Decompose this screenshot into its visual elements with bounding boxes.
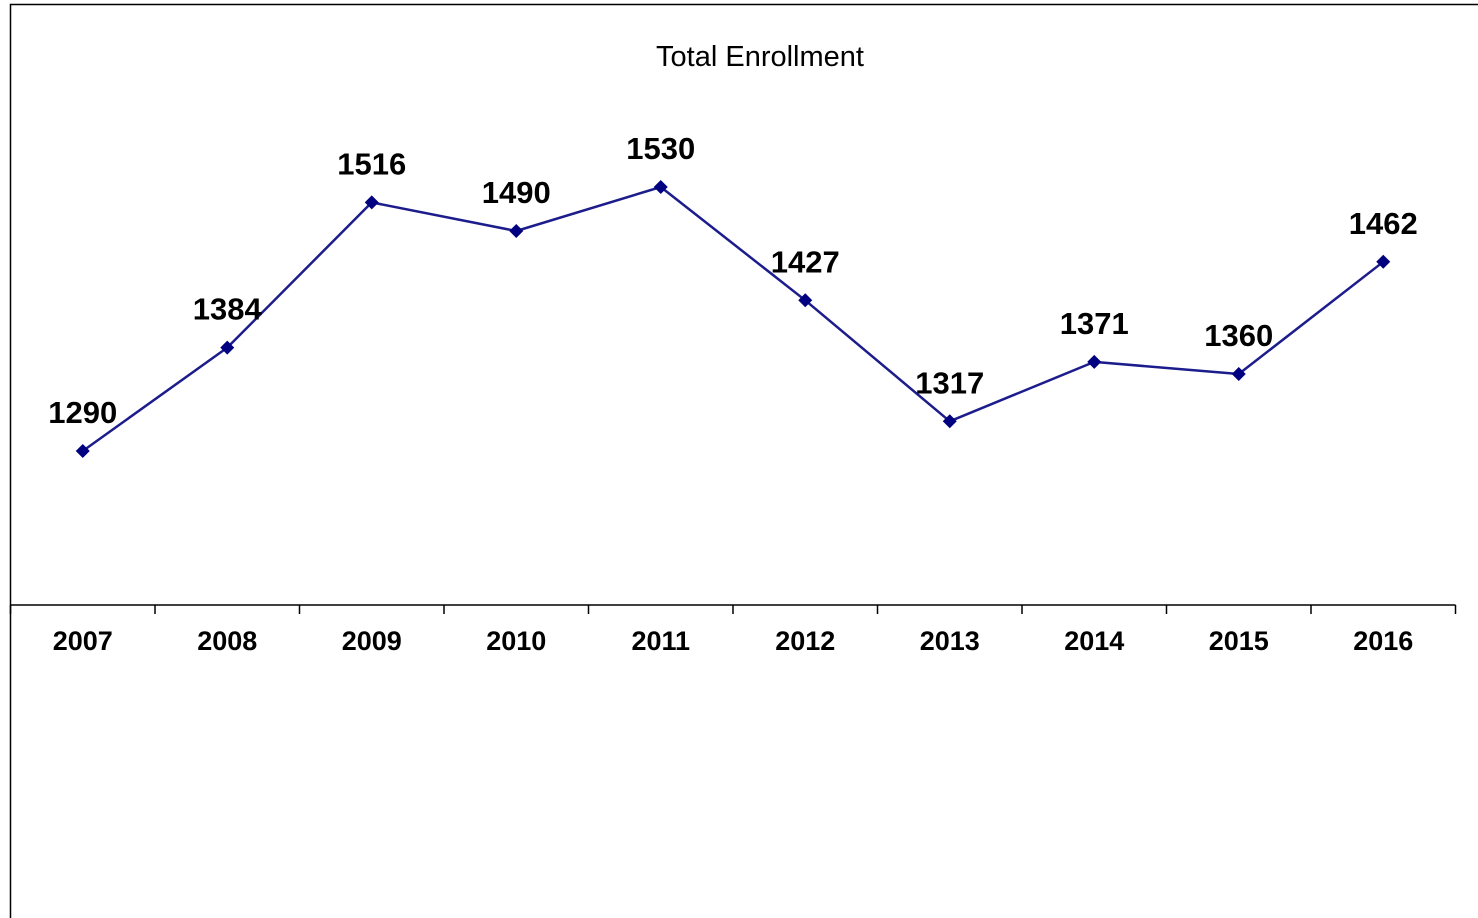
data-point-marker [942, 414, 957, 429]
data-point-marker [220, 340, 235, 355]
x-tick-label: 2015 [1209, 626, 1269, 656]
data-label: 1384 [193, 292, 263, 327]
data-point-marker [798, 293, 813, 308]
x-tick-label: 2012 [775, 626, 835, 656]
data-label: 1530 [626, 131, 695, 166]
data-labels: 1290 1384 1516 1490 1530 1427 1317 1371 1360 1462 [48, 131, 1417, 430]
data-label: 1371 [1060, 306, 1129, 341]
data-point-marker [653, 180, 668, 194]
data-label: 1462 [1349, 206, 1418, 241]
x-tick-label: 2008 [197, 626, 257, 656]
x-tick-label: 2011 [631, 626, 690, 656]
chart-title: Total Enrollment [656, 41, 864, 73]
data-label: 1290 [48, 395, 117, 430]
data-point-marker [75, 444, 90, 458]
x-tick-label: 2016 [1353, 626, 1413, 656]
x-tick-label: 2007 [53, 626, 113, 656]
data-label: 1490 [482, 175, 551, 210]
data-point-marker [1087, 354, 1102, 369]
data-label: 1516 [337, 146, 406, 181]
data-label: 1360 [1204, 318, 1273, 353]
series-line [82, 185, 1385, 453]
x-tick-label: 2014 [1064, 626, 1124, 656]
data-point-marker [1376, 254, 1391, 269]
x-axis: 2007 2008 2009 2010 2011 2012 2013 2014 2015 2016 [9, 604, 1457, 656]
x-tick-label: 2013 [920, 626, 980, 656]
data-label: 1427 [771, 244, 840, 279]
data-point-marker [364, 195, 379, 210]
chart-border [9, 3, 1478, 918]
series-group [75, 180, 1391, 458]
data-point-marker [1231, 367, 1246, 381]
x-tick-label: 2010 [486, 626, 546, 656]
data-point-marker [509, 224, 524, 238]
data-label: 1317 [915, 365, 984, 400]
x-tick-label: 2009 [342, 626, 402, 656]
